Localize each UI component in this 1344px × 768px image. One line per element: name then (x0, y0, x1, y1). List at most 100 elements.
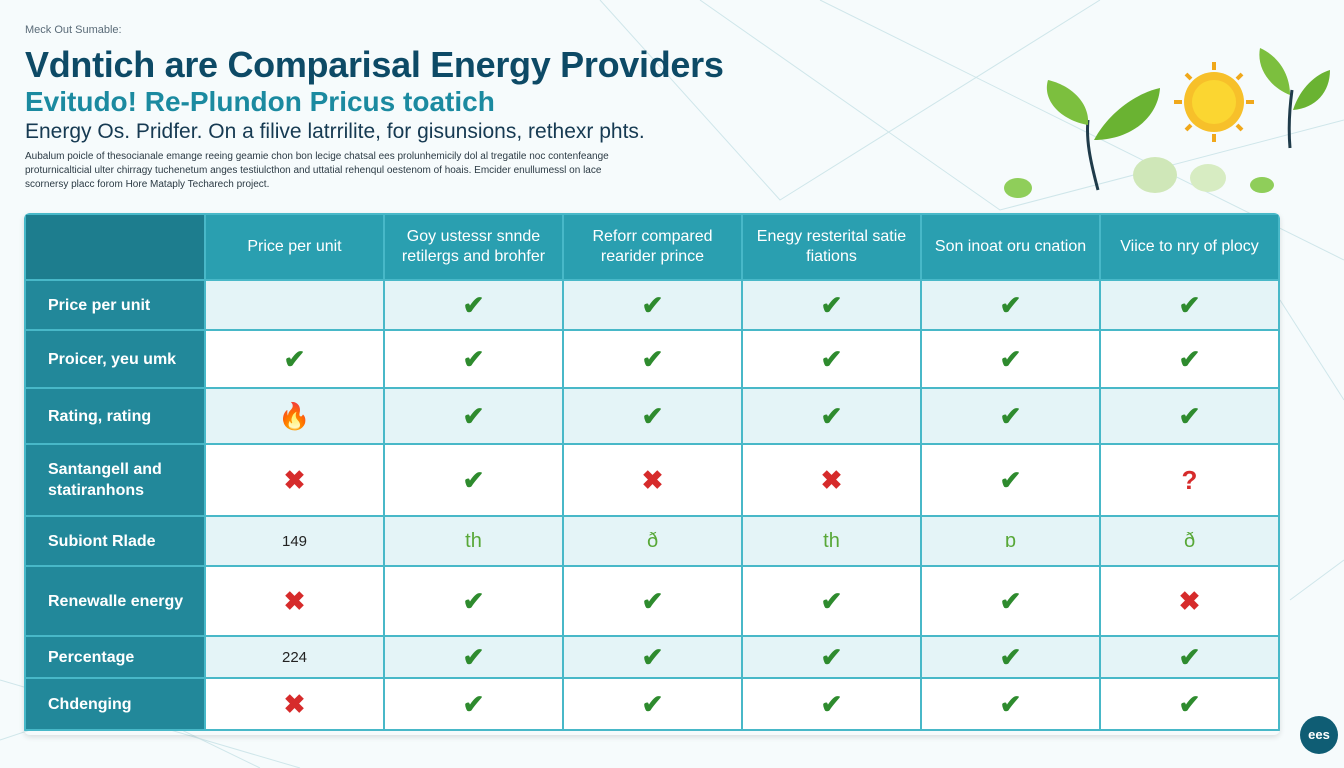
row-label: Price per unit (24, 279, 206, 331)
table-cell: ✔ (383, 279, 564, 331)
table-cell: ✔ (383, 677, 564, 731)
check-icon: ✔ (462, 689, 485, 719)
row-label: Santangell and statiranhons (24, 443, 206, 517)
glyph-icon: ð (1183, 529, 1196, 552)
check-icon: ✔ (462, 586, 485, 616)
column-header: Goy ustessr snnde retilergs and brohfer (383, 213, 564, 281)
table-row: Rating, rating 🔥 ✔ ✔ ✔ ✔ ✔ (24, 387, 1280, 445)
table-cell: ✖ (1099, 565, 1280, 637)
check-icon: ✔ (641, 689, 664, 719)
cross-icon: ✖ (820, 465, 843, 495)
table-cell: ✔ (562, 635, 743, 679)
table-cell: ✔ (920, 565, 1101, 637)
check-icon: ✔ (1178, 401, 1201, 431)
table-cell: ✔ (562, 677, 743, 731)
check-icon: ✔ (641, 586, 664, 616)
table-cell: ✔ (920, 635, 1101, 679)
column-header: Son inoat oru cnation (920, 213, 1101, 281)
table-cell: ɒ (920, 515, 1101, 567)
sun-icon (1174, 62, 1254, 142)
table-cell: ✖ (562, 443, 743, 517)
page-title: Vdntich are Comparisal Energy Providers (25, 44, 724, 85)
table-cell: ✔ (562, 387, 743, 445)
cell-value: 224 (281, 648, 308, 666)
table-cell: ✔ (1099, 635, 1280, 679)
table-cell: ✔ (383, 387, 564, 445)
check-icon: ✔ (820, 290, 843, 320)
table-cell: ✔ (920, 677, 1101, 731)
check-icon: ✔ (999, 401, 1022, 431)
table-cell: ✔ (562, 279, 743, 331)
check-icon: ✔ (1178, 290, 1201, 320)
description-text: Aubalum poicle of thesocianale emange re… (25, 151, 609, 190)
table-cell: ✔ (920, 279, 1101, 331)
check-icon: ✔ (820, 689, 843, 719)
table-row: Chdenging ✖ ✔ ✔ ✔ ✔ ✔ (24, 677, 1280, 731)
check-icon: ✔ (1178, 642, 1201, 672)
page-subtitle: Evitudo! Re-Plundon Pricus toatich (25, 86, 495, 117)
table-cell: ✔ (741, 387, 922, 445)
check-icon: ✔ (641, 401, 664, 431)
check-icon: ✔ (641, 344, 664, 374)
table-cell: ✖ (204, 443, 385, 517)
table-cell: ✔ (741, 635, 922, 679)
table-row: Proicer, yeu umk ✔ ✔ ✔ ✔ ✔ ✔ (24, 329, 1280, 389)
tagline: Energy Os. Pridfer. On a filive latrrili… (25, 120, 645, 143)
brand-badge-logo: ees (1300, 716, 1338, 754)
table-body: Price per unit ✔ ✔ ✔ ✔ ✔ Proicer, yeu umk ✔ ✔ ✔ ✔ ✔… (24, 279, 1280, 731)
row-label: Chdenging (24, 677, 206, 731)
table-row: Subiont Rlade 149 th ð th ɒ ð (24, 515, 1280, 567)
glyph-icon: th (823, 529, 840, 552)
table-cell: ✔ (920, 443, 1101, 517)
table-cell: ✔ (1099, 329, 1280, 389)
check-icon: ✔ (283, 344, 306, 374)
table-cell: ✔ (1099, 279, 1280, 331)
fire-icon: 🔥 (278, 401, 311, 431)
row-label: Proicer, yeu umk (24, 329, 206, 389)
cross-icon: ✖ (1178, 586, 1201, 616)
comparison-table: Price per unit Goy ustessr snnde retiler… (24, 213, 1280, 735)
column-header: Price per unit (204, 213, 385, 281)
table-cell: ✔ (383, 329, 564, 389)
table-row: Price per unit ✔ ✔ ✔ ✔ ✔ (24, 279, 1280, 331)
table-row: Santangell and statiranhons ✖ ✔ ✖ ✖ ✔? (24, 443, 1280, 517)
table-cell: ✔ (562, 329, 743, 389)
check-icon: ✔ (462, 344, 485, 374)
cross-icon: ✖ (283, 465, 306, 495)
table-cell-empty (204, 279, 385, 331)
check-icon: ✔ (999, 689, 1022, 719)
table-cell: ✔ (741, 677, 922, 731)
column-header: Viice to nry of plocy (1099, 213, 1280, 281)
table-row: Renewalle energy ✖ ✔ ✔ ✔ ✔ ✖ (24, 565, 1280, 637)
check-icon: ✔ (820, 642, 843, 672)
cross-icon: ✖ (283, 586, 306, 616)
table-cell: 224 (204, 635, 385, 679)
table-cell: th (383, 515, 564, 567)
cell-value: 149 (281, 532, 308, 550)
glyph-icon: ɒ (1004, 529, 1017, 552)
check-icon: ✔ (462, 642, 485, 672)
table-cell: ✔ (383, 565, 564, 637)
table-cell: ✔ (920, 387, 1101, 445)
row-label: Subiont Rlade (24, 515, 206, 567)
comparison-grid: Price per unit Goy ustessr snnde retiler… (24, 213, 1280, 731)
table-header-row: Price per unit Goy ustessr snnde retiler… (24, 213, 1280, 281)
table-cell: th (741, 515, 922, 567)
table-cell: ? (1099, 443, 1280, 517)
table-cell: 🔥 (204, 387, 385, 445)
table-cell: ✔ (204, 329, 385, 389)
row-label: Rating, rating (24, 387, 206, 445)
eco-illustration (1004, 48, 1330, 198)
cross-icon: ✖ (641, 465, 664, 495)
check-icon: ✔ (641, 290, 664, 320)
question-icon: ? (1181, 465, 1198, 495)
table-cell: ✖ (741, 443, 922, 517)
table-cell: ð (562, 515, 743, 567)
right-sprout-icon (1259, 48, 1330, 149)
check-icon: ✔ (820, 344, 843, 374)
left-plant-icon (1046, 80, 1160, 191)
table-cell: ✔ (383, 443, 564, 517)
column-header: Enegy resterital satie fiations (741, 213, 922, 281)
check-icon: ✔ (999, 290, 1022, 320)
kicker-text: Meck Out Sumable: (25, 24, 122, 36)
